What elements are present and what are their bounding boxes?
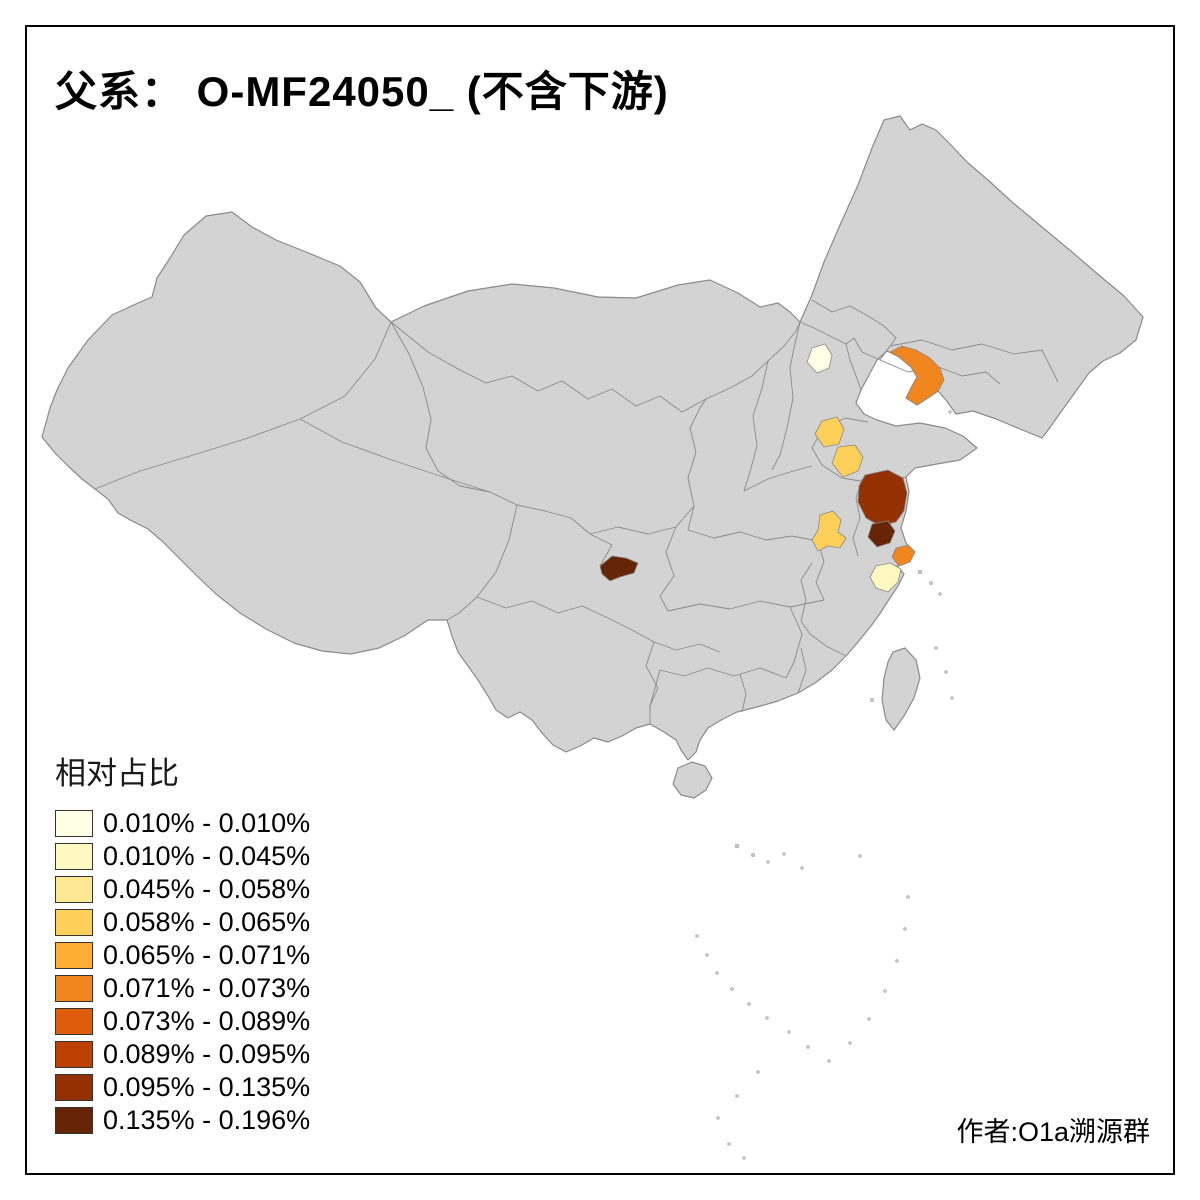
legend-title: 相对占比 <box>55 756 179 791</box>
legend-swatch <box>55 843 93 870</box>
legend-item: 0.010% - 0.045% <box>55 840 310 873</box>
legend-swatch <box>55 876 93 903</box>
china-landmass <box>41 115 1144 761</box>
legend-swatch <box>55 942 93 969</box>
legend-item: 0.089% - 0.095% <box>55 1038 310 1071</box>
hainan-island <box>672 761 713 799</box>
plot-border <box>25 25 1175 1175</box>
legend-item: 0.071% - 0.073% <box>55 972 310 1005</box>
legend-item: 0.010% - 0.010% <box>55 807 310 840</box>
legend: 相对占比 0.010% - 0.010% 0.010% - 0.045% 0.0… <box>55 748 310 1137</box>
legend-swatch <box>55 1107 93 1134</box>
legend-label: 0.010% - 0.045% <box>103 841 311 871</box>
region-shanghai <box>891 544 916 567</box>
legend-swatch <box>55 909 93 936</box>
figure-title: 父系： O-MF24050_ (不含下游) <box>55 68 669 115</box>
legend-label: 0.095% - 0.135% <box>103 1072 311 1102</box>
south-china-sea-islets <box>695 410 954 1160</box>
legend-label: 0.065% - 0.071% <box>103 940 311 970</box>
legend-item: 0.095% - 0.135% <box>55 1071 310 1104</box>
attribution: 作者:O1a溯源群 <box>956 1117 1150 1147</box>
legend-label: 0.135% - 0.196% <box>103 1105 311 1135</box>
region-southwest-shandong <box>831 444 864 478</box>
legend-item: 0.045% - 0.058% <box>55 873 310 906</box>
region-north-anhui <box>811 510 847 552</box>
legend-swatch <box>55 975 93 1002</box>
legend-label: 0.058% - 0.065% <box>103 907 311 937</box>
legend-swatch <box>55 1008 93 1035</box>
legend-item: 0.065% - 0.071% <box>55 939 310 972</box>
region-south-jiangsu-nanjing <box>867 520 896 548</box>
legend-item: 0.073% - 0.089% <box>55 1005 310 1038</box>
legend-label: 0.045% - 0.058% <box>103 874 311 904</box>
region-jiangsu <box>857 469 908 527</box>
legend-label: 0.089% - 0.095% <box>103 1039 311 1069</box>
taiwan-island <box>881 647 921 731</box>
region-chongqing-west <box>599 555 639 582</box>
region-northwest-shandong <box>814 416 845 448</box>
legend-swatch <box>55 810 93 837</box>
province-borders <box>94 299 1059 724</box>
legend-item: 0.135% - 0.196% <box>55 1104 310 1137</box>
legend-label: 0.071% - 0.073% <box>103 973 311 1003</box>
legend-label: 0.010% - 0.010% <box>103 808 311 838</box>
region-south-liaoning-dalian <box>889 345 945 406</box>
legend-item: 0.058% - 0.065% <box>55 906 310 939</box>
legend-swatch <box>55 1041 93 1068</box>
legend-swatch <box>55 1074 93 1101</box>
region-beijing <box>806 343 833 374</box>
legend-label: 0.073% - 0.089% <box>103 1006 311 1036</box>
region-north-zhejiang <box>869 562 902 593</box>
